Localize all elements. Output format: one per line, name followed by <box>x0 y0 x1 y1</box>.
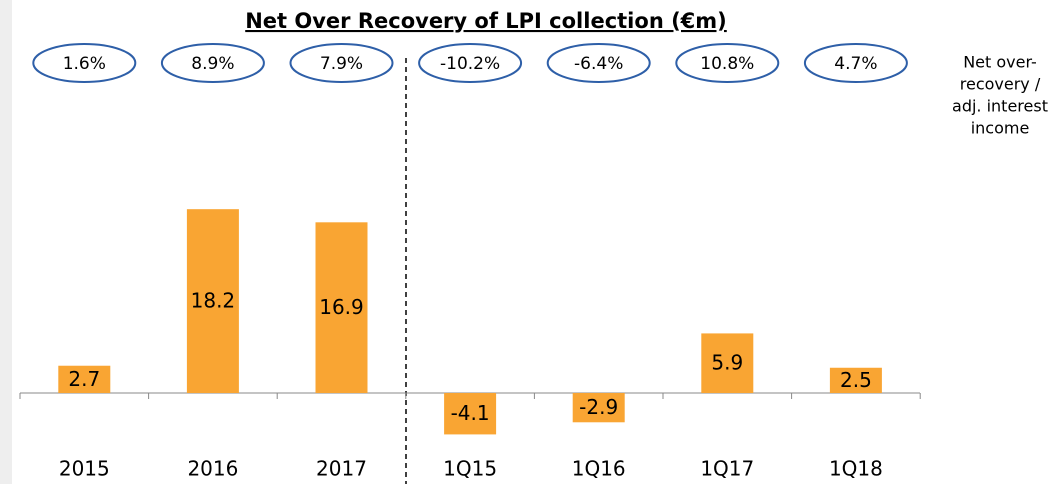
chart-title: Net Over Recovery of LPI collection (€m) <box>245 9 727 33</box>
annotation: -10.2% <box>440 54 500 74</box>
annotation: 10.8% <box>700 54 754 74</box>
data-label: -4.1 <box>451 401 490 425</box>
annotation-title: adj. interest <box>952 97 1048 116</box>
x-tick-label: 1Q17 <box>700 457 754 481</box>
annotation-bubble <box>803 43 908 83</box>
annotation-bubble <box>289 43 394 83</box>
x-tick-label: 1Q18 <box>829 457 883 481</box>
data-label: 2.5 <box>840 368 872 392</box>
bar <box>186 209 239 393</box>
annotation-title: income <box>971 119 1030 138</box>
bar <box>829 367 882 393</box>
x-tick-label: 2017 <box>316 457 367 481</box>
bar <box>572 393 625 423</box>
data-label: 16.9 <box>319 295 364 319</box>
x-tick-label: 1Q15 <box>443 457 497 481</box>
annotation: 4.7% <box>834 54 877 74</box>
annotation-bubble <box>160 43 265 83</box>
annotation-title: recovery / <box>960 75 1041 94</box>
annotation-bubble <box>418 43 523 83</box>
bar <box>701 333 754 393</box>
x-tick-label: 2016 <box>187 457 238 481</box>
annotation: 7.9% <box>320 54 363 74</box>
annotation: 8.9% <box>191 54 234 74</box>
data-label: -2.9 <box>579 395 618 419</box>
annotation-bubble <box>32 43 137 83</box>
bar <box>444 393 497 435</box>
annotation: 1.6% <box>63 54 106 74</box>
x-tick-label: 2015 <box>59 457 110 481</box>
left-strip <box>0 0 12 484</box>
annotation-bubble <box>546 43 651 83</box>
annotation-bubble <box>675 43 780 83</box>
bar <box>315 222 368 393</box>
bar <box>58 365 111 393</box>
data-label: 18.2 <box>191 289 236 313</box>
x-tick-label: 1Q16 <box>572 457 626 481</box>
data-label: 5.9 <box>711 351 743 375</box>
annotation-title: Net over- <box>963 53 1037 72</box>
data-label: 2.7 <box>68 367 100 391</box>
annotation: -6.4% <box>574 54 623 74</box>
